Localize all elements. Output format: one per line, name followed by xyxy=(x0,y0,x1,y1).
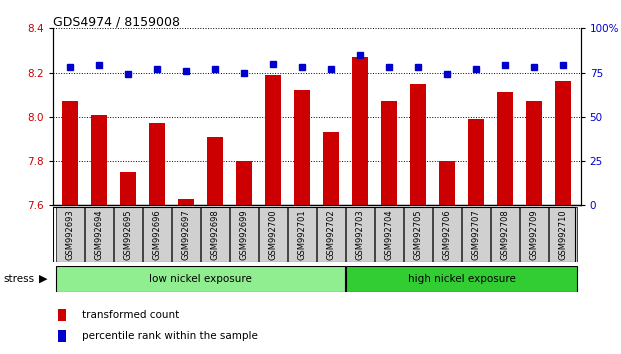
Bar xyxy=(433,207,461,262)
Bar xyxy=(260,207,287,262)
Text: GSM992700: GSM992700 xyxy=(269,209,278,260)
Bar xyxy=(462,207,490,262)
Text: GSM992697: GSM992697 xyxy=(182,209,191,260)
Text: GSM992709: GSM992709 xyxy=(530,209,539,260)
Bar xyxy=(352,57,368,205)
Bar xyxy=(58,309,66,321)
Bar xyxy=(381,101,397,205)
Text: high nickel exposure: high nickel exposure xyxy=(408,274,515,284)
Bar xyxy=(62,101,78,205)
Text: GDS4974 / 8159008: GDS4974 / 8159008 xyxy=(53,16,180,29)
Bar xyxy=(236,161,252,205)
Text: GSM992702: GSM992702 xyxy=(327,209,336,260)
Text: ▶: ▶ xyxy=(39,274,47,284)
Text: GSM992708: GSM992708 xyxy=(501,209,510,260)
Text: GSM992707: GSM992707 xyxy=(472,209,481,260)
Bar xyxy=(178,199,194,205)
Text: GSM992705: GSM992705 xyxy=(414,209,423,260)
Text: GSM992710: GSM992710 xyxy=(559,209,568,260)
Text: GSM992695: GSM992695 xyxy=(124,209,133,260)
Bar xyxy=(288,207,316,262)
Bar xyxy=(230,207,258,262)
Bar xyxy=(317,207,345,262)
Text: GSM992693: GSM992693 xyxy=(66,209,75,260)
Text: GSM992706: GSM992706 xyxy=(443,209,451,260)
Bar xyxy=(324,132,339,205)
Bar xyxy=(347,266,577,292)
Bar xyxy=(91,115,107,205)
Text: GSM992701: GSM992701 xyxy=(297,209,307,260)
Bar xyxy=(149,124,165,205)
Bar xyxy=(491,207,519,262)
Bar xyxy=(57,266,345,292)
Bar xyxy=(404,207,432,262)
Bar xyxy=(497,92,513,205)
Bar xyxy=(120,172,136,205)
Bar xyxy=(207,137,223,205)
Bar xyxy=(201,207,229,262)
Bar xyxy=(555,81,571,205)
Bar xyxy=(550,207,577,262)
Bar xyxy=(114,207,142,262)
Bar xyxy=(58,330,66,342)
Bar xyxy=(143,207,171,262)
Bar xyxy=(85,207,113,262)
Text: GSM992694: GSM992694 xyxy=(94,209,104,260)
Bar xyxy=(294,90,310,205)
Text: GSM992703: GSM992703 xyxy=(356,209,365,260)
Bar xyxy=(265,75,281,205)
Text: low nickel exposure: low nickel exposure xyxy=(149,274,252,284)
Bar xyxy=(526,101,542,205)
Bar xyxy=(520,207,548,262)
Bar xyxy=(347,207,374,262)
Bar xyxy=(172,207,200,262)
Bar xyxy=(410,84,426,205)
Bar xyxy=(439,161,455,205)
Text: GSM992704: GSM992704 xyxy=(385,209,394,260)
Text: stress: stress xyxy=(3,274,34,284)
Text: percentile rank within the sample: percentile rank within the sample xyxy=(82,331,258,341)
Text: GSM992696: GSM992696 xyxy=(153,209,161,260)
Bar xyxy=(375,207,403,262)
Text: transformed count: transformed count xyxy=(82,310,179,320)
Bar xyxy=(57,207,84,262)
Bar xyxy=(468,119,484,205)
Text: GSM992699: GSM992699 xyxy=(240,209,248,260)
Text: GSM992698: GSM992698 xyxy=(211,209,220,260)
